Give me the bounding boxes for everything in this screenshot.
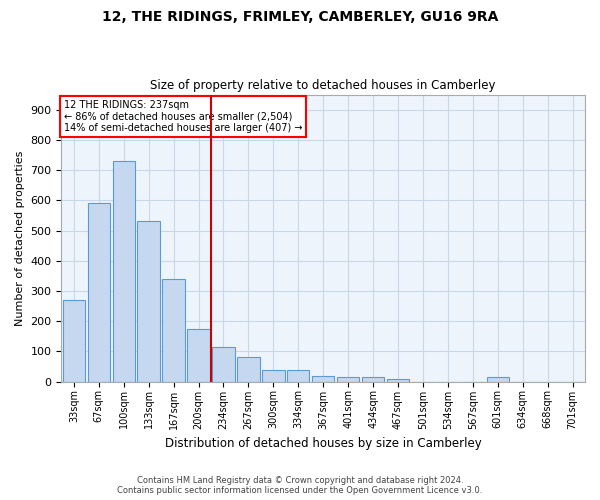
Bar: [62, 300, 85, 382]
Bar: [237, 358, 260, 382]
Bar: [487, 377, 509, 382]
Text: 12, THE RIDINGS, FRIMLEY, CAMBERLEY, GU16 9RA: 12, THE RIDINGS, FRIMLEY, CAMBERLEY, GU1…: [102, 10, 498, 24]
Bar: [362, 377, 384, 382]
Bar: [262, 370, 284, 382]
X-axis label: Distribution of detached houses by size in Camberley: Distribution of detached houses by size …: [165, 437, 482, 450]
Text: Contains HM Land Registry data © Crown copyright and database right 2024.
Contai: Contains HM Land Registry data © Crown c…: [118, 476, 482, 495]
Bar: [212, 347, 235, 382]
Bar: [337, 377, 359, 382]
Text: 12 THE RIDINGS: 237sqm
← 86% of detached houses are smaller (2,504)
14% of semi-: 12 THE RIDINGS: 237sqm ← 86% of detached…: [64, 100, 302, 134]
Bar: [163, 279, 185, 382]
Bar: [187, 329, 210, 382]
Title: Size of property relative to detached houses in Camberley: Size of property relative to detached ho…: [151, 79, 496, 92]
Bar: [88, 204, 110, 382]
Bar: [312, 376, 334, 382]
Bar: [287, 370, 310, 382]
Bar: [387, 378, 409, 382]
Bar: [137, 222, 160, 382]
Bar: [113, 161, 135, 382]
Y-axis label: Number of detached properties: Number of detached properties: [15, 150, 25, 326]
